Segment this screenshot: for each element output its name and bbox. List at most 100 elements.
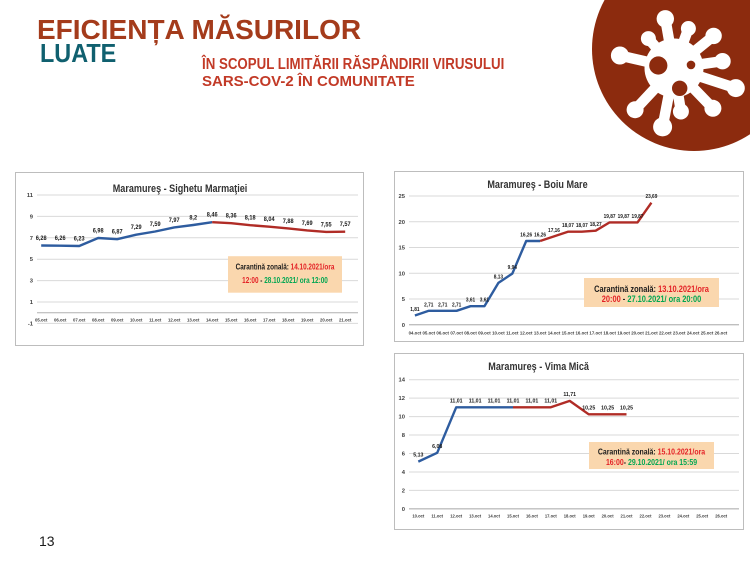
svg-text:07.oct: 07.oct (450, 330, 463, 335)
svg-text:23.oct: 23.oct (658, 513, 670, 518)
svg-text:22.oct: 22.oct (659, 330, 672, 335)
svg-text:16.oct: 16.oct (526, 513, 538, 518)
svg-text:6: 6 (402, 452, 406, 458)
svg-text:1,81: 1,81 (410, 307, 419, 313)
svg-text:21.oct: 21.oct (339, 317, 352, 322)
svg-text:2,71: 2,71 (424, 302, 433, 308)
svg-text:8,46: 8,46 (207, 212, 219, 218)
svg-text:26.oct: 26.oct (715, 513, 727, 518)
svg-text:6,28: 6,28 (36, 236, 48, 242)
svg-text:10,25: 10,25 (601, 405, 614, 411)
svg-text:Carantină zonală: 13.10.2021/o: Carantină zonală: 13.10.2021/ora (594, 283, 709, 294)
svg-text:12.oct: 12.oct (450, 513, 462, 518)
svg-text:2: 2 (402, 488, 405, 494)
svg-text:0: 0 (402, 507, 405, 513)
svg-text:13.oct: 13.oct (534, 330, 547, 335)
svg-text:7,88: 7,88 (283, 219, 295, 225)
svg-text:8,36: 8,36 (226, 213, 238, 219)
svg-text:10.oct: 10.oct (412, 513, 424, 518)
svg-text:23.oct: 23.oct (673, 330, 686, 335)
svg-text:14: 14 (399, 378, 406, 384)
svg-text:12: 12 (399, 396, 405, 402)
svg-text:Carantină zonală: 14.10.2021/o: Carantină zonală: 14.10.2021/ora (236, 262, 336, 272)
svg-text:19,87: 19,87 (632, 214, 644, 220)
svg-text:16,26: 16,26 (520, 232, 532, 238)
svg-text:05.oct: 05.oct (35, 317, 48, 322)
svg-text:20:00 - 27.10.2021/ ora 20:00: 20:00 - 27.10.2021/ ora 20:00 (602, 293, 702, 304)
svg-text:11,01: 11,01 (507, 398, 520, 404)
svg-text:3,61: 3,61 (480, 297, 489, 303)
svg-text:5: 5 (402, 297, 406, 303)
svg-text:5: 5 (30, 257, 34, 263)
svg-text:05.oct: 05.oct (423, 330, 436, 335)
svg-text:10: 10 (399, 415, 405, 421)
svg-text:13.oct: 13.oct (187, 317, 200, 322)
svg-text:8,04: 8,04 (264, 217, 276, 223)
svg-text:8,18: 8,18 (245, 215, 257, 221)
svg-text:23,69: 23,69 (645, 194, 657, 200)
svg-text:12.oct: 12.oct (168, 317, 181, 322)
svg-text:7,69: 7,69 (302, 221, 314, 227)
svg-text:9: 9 (30, 214, 34, 220)
svg-text:1: 1 (30, 300, 34, 306)
svg-text:12.oct: 12.oct (520, 330, 533, 335)
svg-text:09.oct: 09.oct (478, 330, 491, 335)
svg-text:8,2: 8,2 (189, 215, 197, 221)
svg-text:16.oct: 16.oct (244, 317, 257, 322)
svg-text:Maramureş - Sighetu Marmaţiei: Maramureş - Sighetu Marmaţiei (113, 183, 248, 195)
svg-text:16:00- 29.10.2021/ ora 15:59: 16:00- 29.10.2021/ ora 15:59 (606, 457, 698, 467)
svg-text:21.oct: 21.oct (645, 330, 658, 335)
svg-text:7,97: 7,97 (169, 218, 181, 224)
svg-text:24.oct: 24.oct (677, 513, 689, 518)
svg-text:19.oct: 19.oct (301, 317, 314, 322)
svg-text:20.oct: 20.oct (631, 330, 644, 335)
svg-text:10,25: 10,25 (582, 405, 595, 411)
svg-text:9,94: 9,94 (508, 265, 517, 271)
svg-text:14.oct: 14.oct (548, 330, 561, 335)
svg-text:06.oct: 06.oct (54, 317, 67, 322)
svg-text:15.oct: 15.oct (225, 317, 238, 322)
svg-text:08.oct: 08.oct (92, 317, 105, 322)
svg-text:18.oct: 18.oct (282, 317, 295, 322)
svg-text:12:00 - 28.10.2021/ ora 12:00: 12:00 - 28.10.2021/ ora 12:00 (242, 275, 328, 285)
svg-text:6,98: 6,98 (93, 228, 105, 234)
svg-text:5,13: 5,13 (413, 452, 423, 458)
svg-text:19,87: 19,87 (618, 214, 630, 220)
svg-text:26.oct: 26.oct (715, 330, 728, 335)
svg-text:19,87: 19,87 (604, 214, 616, 220)
svg-text:24.oct: 24.oct (687, 330, 700, 335)
svg-text:2,71: 2,71 (438, 302, 447, 308)
svg-text:11.oct: 11.oct (149, 317, 162, 322)
svg-text:14.oct: 14.oct (206, 317, 219, 322)
svg-text:7,29: 7,29 (131, 225, 143, 231)
svg-text:-1: -1 (28, 321, 34, 327)
svg-text:18,07: 18,07 (562, 223, 574, 229)
svg-text:22.oct: 22.oct (640, 513, 652, 518)
svg-text:07.oct: 07.oct (73, 317, 86, 322)
svg-text:8: 8 (402, 433, 406, 439)
svg-text:17.oct: 17.oct (589, 330, 602, 335)
svg-text:11,01: 11,01 (469, 398, 482, 404)
svg-text:0: 0 (402, 323, 405, 329)
svg-text:11,01: 11,01 (544, 398, 557, 404)
svg-text:20: 20 (399, 220, 405, 226)
svg-text:11,71: 11,71 (563, 392, 576, 398)
svg-text:15.oct: 15.oct (562, 330, 575, 335)
svg-text:18.oct: 18.oct (603, 330, 616, 335)
svg-text:6,08: 6,08 (432, 444, 442, 450)
svg-text:21.oct: 21.oct (621, 513, 633, 518)
svg-text:6,87: 6,87 (112, 229, 124, 235)
svg-text:4: 4 (402, 470, 406, 476)
svg-text:18,07: 18,07 (576, 223, 588, 229)
svg-text:15: 15 (399, 246, 406, 252)
svg-text:19.oct: 19.oct (617, 330, 630, 335)
svg-text:10: 10 (399, 271, 405, 277)
svg-text:3: 3 (30, 279, 34, 285)
svg-text:25.oct: 25.oct (696, 513, 708, 518)
svg-text:7: 7 (30, 236, 33, 242)
svg-text:16.oct: 16.oct (576, 330, 589, 335)
svg-text:13.oct: 13.oct (469, 513, 481, 518)
svg-text:08.oct: 08.oct (464, 330, 477, 335)
svg-text:Carantină zonală: 15.10.2021/o: Carantină zonală: 15.10.2021/ora (598, 447, 706, 457)
svg-text:14.oct: 14.oct (488, 513, 500, 518)
